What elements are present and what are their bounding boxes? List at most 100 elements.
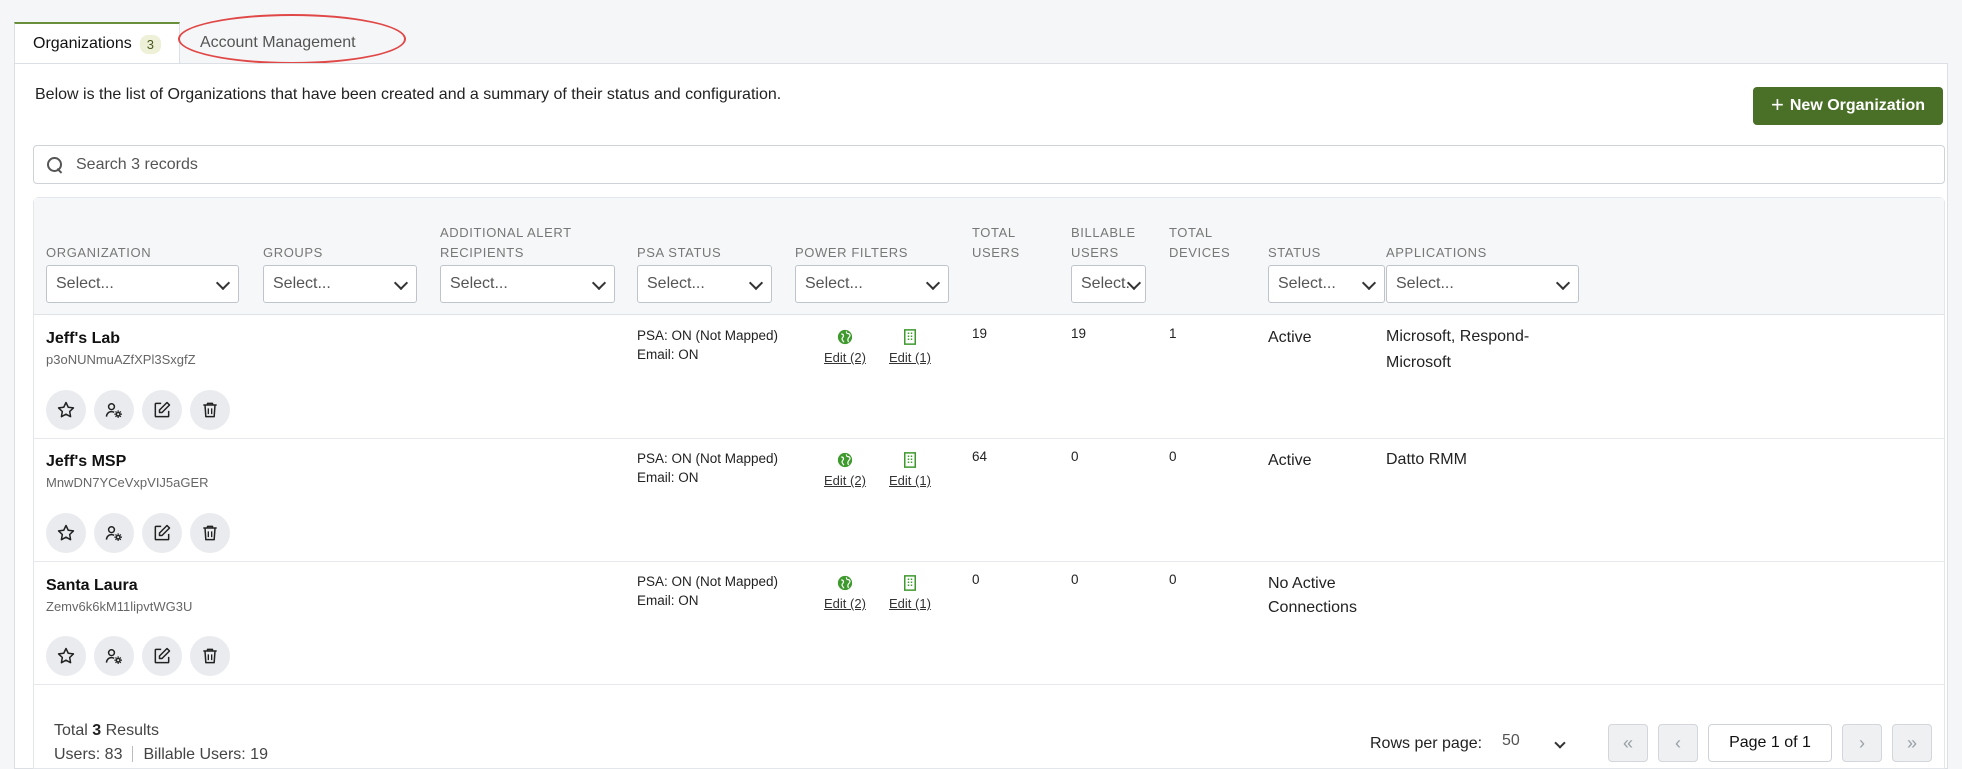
table-row[interactable]: Santa Laura Zemv6k6kM11lipvtWG3U PSA: ON…: [34, 562, 1944, 685]
chevron-down-icon: [925, 275, 941, 291]
column-header-applications[interactable]: APPLICATIONS: [1386, 245, 1487, 260]
building-icon: [903, 452, 916, 468]
column-header-power-filters[interactable]: POWER FILTERS: [795, 245, 909, 260]
column-header-groups[interactable]: GROUPS: [263, 245, 323, 260]
status-filter-select[interactable]: Select...: [1268, 265, 1385, 303]
edit-button[interactable]: [142, 513, 182, 553]
favorite-button[interactable]: [46, 513, 86, 553]
tab-count-badge: 3: [139, 34, 161, 54]
star-icon: [57, 524, 75, 541]
delete-button[interactable]: [190, 513, 230, 553]
manage-users-button[interactable]: [94, 513, 134, 553]
building-icon: [903, 329, 916, 345]
total-devices-value: 1: [1169, 326, 1177, 341]
billable-users-value: 0: [1071, 449, 1079, 464]
new-organization-button[interactable]: + New Organization: [1753, 87, 1943, 125]
last-page-button[interactable]: »: [1892, 724, 1932, 762]
double-chevron-right-icon: »: [1906, 732, 1917, 753]
manage-users-button[interactable]: [94, 390, 134, 430]
rows-per-page-label: Rows per page:: [1370, 735, 1483, 752]
organization-filter-select[interactable]: Select...: [46, 265, 239, 303]
power-filter-globe: Edit (2): [824, 574, 866, 611]
billable-users-value: 0: [1071, 572, 1079, 587]
total-users-value: 0: [972, 572, 980, 587]
chevron-down-icon: [215, 275, 231, 291]
edit-globe-filter-link[interactable]: Edit (2): [824, 350, 866, 365]
edit-globe-filter-link[interactable]: Edit (2): [824, 473, 866, 488]
total-results: Total 3 Results: [54, 719, 268, 743]
power-filters-filter-select[interactable]: Select...: [795, 265, 949, 303]
power-filter-globe: Edit (2): [824, 328, 866, 365]
tab-organizations[interactable]: Organizations 3: [14, 22, 180, 64]
total-prefix: Total: [54, 722, 88, 739]
edit-button[interactable]: [142, 636, 182, 676]
rows-per-page-select[interactable]: 50: [1502, 732, 1572, 760]
delete-button[interactable]: [190, 636, 230, 676]
organization-id: MnwDN7YCeVxpVIJ5aGER: [46, 475, 209, 490]
trash-icon: [203, 402, 217, 418]
psa-status-filter-select[interactable]: Select...: [637, 265, 772, 303]
total-devices-value: 0: [1169, 449, 1177, 464]
tab-bar: Organizations 3 Account Management: [14, 14, 406, 64]
user-gear-icon: [105, 403, 122, 418]
applications-filter-select[interactable]: Select...: [1386, 265, 1579, 303]
psa-status-text: PSA: ON (Not Mapped): [637, 574, 779, 589]
total-suffix: Results: [105, 722, 159, 739]
favorite-button[interactable]: [46, 390, 86, 430]
tab-label: Account Management: [199, 34, 356, 51]
user-gear-icon: [105, 526, 122, 541]
organization-name[interactable]: Santa Laura: [46, 577, 138, 594]
total-devices-value: 0: [1169, 572, 1177, 587]
first-page-button[interactable]: «: [1608, 724, 1648, 762]
tab-label: Organizations: [33, 35, 132, 52]
total-count: 3: [92, 722, 102, 739]
edit-building-filter-link[interactable]: Edit (1): [889, 596, 931, 611]
row-actions: [46, 390, 230, 430]
organization-name[interactable]: Jeff's MSP: [46, 453, 127, 470]
select-value: Select...: [450, 275, 508, 292]
edit-button[interactable]: [142, 390, 182, 430]
column-header-total-devices[interactable]: TOTAL DEVICES: [1169, 225, 1231, 260]
organizations-table: ORGANIZATION Select... GROUPS Select... …: [33, 197, 1945, 769]
column-header-total-users[interactable]: TOTAL USERS: [972, 225, 1020, 260]
edit-globe-filter-link[interactable]: Edit (2): [824, 596, 866, 611]
search-box: [33, 145, 1945, 184]
column-header-billable-users[interactable]: BILLABLE USERS: [1071, 225, 1136, 260]
search-icon: [46, 156, 64, 174]
column-header-additional-alert-recipients[interactable]: ADDITIONAL ALERT RECIPIENTS: [440, 225, 572, 260]
row-actions: [46, 636, 230, 676]
results-summary: Total 3 Results Users: 83 Billable Users:…: [54, 719, 268, 767]
organization-id: p3oNUNmuAZfXPl3SxgfZ: [46, 352, 196, 367]
organization-name[interactable]: Jeff's Lab: [46, 330, 121, 347]
delete-button[interactable]: [190, 390, 230, 430]
plus-icon: +: [1771, 92, 1784, 117]
search-input[interactable]: [76, 155, 1876, 174]
divider: [132, 746, 134, 762]
chevron-down-icon: [1554, 737, 1566, 749]
tab-account-management[interactable]: Account Management: [177, 14, 406, 64]
rows-per-page-value: 50: [1502, 732, 1520, 749]
organization-cell: Jeff's MSP MnwDN7YCeVxpVIJ5aGER: [46, 453, 209, 490]
favorite-button[interactable]: [46, 636, 86, 676]
alert-recipients-filter-select[interactable]: Select...: [440, 265, 615, 303]
column-header-psa-status[interactable]: PSA STATUS: [637, 245, 722, 260]
column-header-organization[interactable]: ORGANIZATION: [46, 245, 152, 260]
edit-icon: [154, 647, 171, 664]
manage-users-button[interactable]: [94, 636, 134, 676]
table-row[interactable]: Jeff's MSP MnwDN7YCeVxpVIJ5aGER PSA: ON …: [34, 439, 1944, 562]
table-row[interactable]: Jeff's Lab p3oNUNmuAZfXPl3SxgfZ PSA: ON …: [34, 316, 1944, 439]
status-value: No Active Connections: [1268, 575, 1357, 616]
select-value: Select...: [1278, 275, 1336, 292]
edit-building-filter-link[interactable]: Edit (1): [889, 350, 931, 365]
new-organization-label: New Organization: [1789, 97, 1925, 114]
building-icon: [903, 575, 916, 591]
next-page-button[interactable]: ›: [1842, 724, 1882, 762]
previous-page-button[interactable]: ‹: [1658, 724, 1698, 762]
edit-icon: [154, 401, 171, 418]
edit-building-filter-link[interactable]: Edit (1): [889, 473, 931, 488]
chevron-down-icon: [1555, 275, 1571, 291]
chevron-down-icon: [1361, 275, 1377, 291]
column-header-status[interactable]: STATUS: [1268, 245, 1321, 260]
groups-filter-select[interactable]: Select...: [263, 265, 417, 303]
billable-users-filter-select[interactable]: Select.: [1071, 265, 1146, 303]
